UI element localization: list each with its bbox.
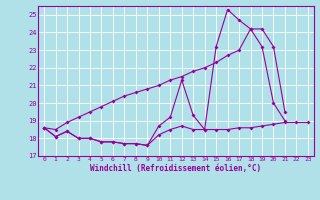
X-axis label: Windchill (Refroidissement éolien,°C): Windchill (Refroidissement éolien,°C): [91, 164, 261, 173]
